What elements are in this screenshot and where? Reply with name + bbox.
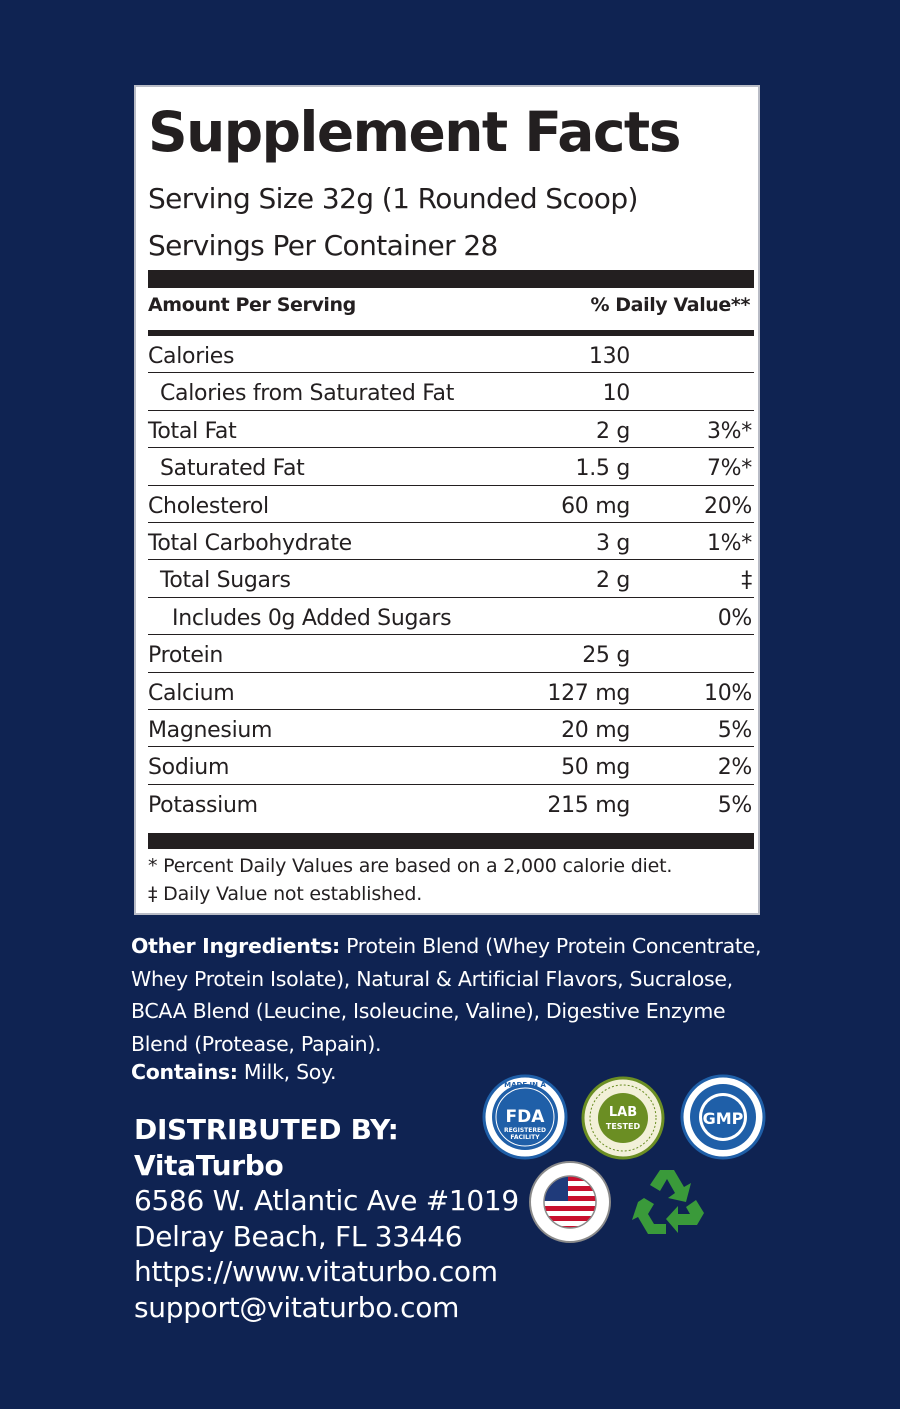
nutrient-amount: 2 g (595, 418, 630, 444)
nutrient-amount: 10 (602, 381, 631, 407)
nutrient-daily-value: ‡ (741, 568, 752, 594)
nutrient-amount: 130 (588, 344, 630, 369)
nutrient-name: Calcium (148, 680, 235, 706)
contains-allergens: Contains: Milk, Soy. (131, 1060, 336, 1084)
nutrient-name: Total Carbohydrate (148, 530, 352, 556)
nutrient-row: Calcium 127 mg 10% (148, 673, 754, 710)
nutrient-name: Saturated Fat (160, 456, 305, 482)
nutrient-daily-value: 7%* (706, 456, 752, 482)
thick-rule-bottom (148, 833, 754, 849)
contains-text: Milk, Soy. (237, 1060, 337, 1084)
nutrient-daily-value: 10% (704, 680, 752, 706)
nutrient-name: Total Sugars (160, 568, 291, 594)
nutrient-amount: 20 mg (561, 717, 630, 743)
nutrient-daily-value: 2% (717, 755, 753, 781)
other-ingredients: Other Ingredients: Protein Blend (Whey P… (131, 930, 781, 1060)
company-name: VitaTurbo (134, 1148, 284, 1182)
nutrient-daily-value: 5% (717, 792, 753, 818)
fda-registered-facility-icon: MADE IN A FDA REGISTERED FACILITY (482, 1074, 568, 1160)
lab-main2-text: TESTED (606, 1122, 641, 1131)
nutrient-row: Potassium 215 mg 5% (148, 785, 754, 822)
nutrient-daily-value: 5% (717, 717, 753, 743)
footnote-not-established: ‡ Daily Value not established. (148, 883, 423, 905)
nutrient-name: Calories (148, 344, 235, 369)
header-rule (148, 330, 754, 336)
amount-per-serving-header: Amount Per Serving (148, 294, 356, 316)
nutrient-amount: 2 g (595, 568, 630, 594)
nutrient-daily-value: 3%* (706, 418, 752, 444)
nutrient-row: Cholesterol 60 mg 20% (148, 486, 754, 523)
nutrient-amount: 50 mg (561, 755, 630, 781)
nutrient-daily-value: 0% (717, 605, 753, 631)
nutrient-amount: 3 g (595, 530, 630, 556)
nutrient-name: Sodium (148, 755, 230, 781)
other-ingredients-text: Protein Blend (Whey Protein Concentrate,… (131, 934, 762, 1056)
nutrient-row: Calories 130 (148, 336, 754, 374)
nutrient-name: Cholesterol (148, 493, 269, 519)
nutrient-name: Protein (148, 643, 224, 669)
nutrient-name: Calories from Saturated Fat (160, 381, 455, 407)
nutrient-name: Potassium (148, 792, 258, 818)
fda-sub1-text: REGISTERED (504, 1127, 546, 1134)
contains-label: Contains: (131, 1060, 238, 1084)
nutrient-table: Calories 130 Calories from Saturated Fat 10… (148, 336, 754, 822)
footnote-daily-values: * Percent Daily Values are based on a 2,… (148, 855, 673, 877)
nutrient-name: Includes 0g Added Sugars (172, 605, 452, 631)
nutrient-row: Protein 25 g (148, 635, 754, 673)
gmp-icon: GMP (680, 1074, 766, 1160)
nutrient-daily-value: 1%* (706, 530, 752, 556)
nutrient-row: Sodium 50 mg 2% (148, 747, 754, 785)
distributor-block: DISTRIBUTED BY: VitaTurbo 6586 W. Atlant… (134, 1112, 519, 1325)
servings-per-container: Servings Per Container 28 (148, 229, 498, 262)
nutrient-row: Total Fat 2 g 3%* (148, 411, 754, 449)
nutrient-amount: 1.5 g (575, 456, 631, 482)
made-in-usa-flag-icon (528, 1160, 612, 1244)
supplement-facts-panel: Supplement Facts Serving Size 32g (1 Rou… (134, 85, 760, 915)
nutrient-amount: 25 g (582, 643, 630, 669)
nutrient-amount: 127 mg (547, 680, 630, 706)
distributed-by-heading: DISTRIBUTED BY: (134, 1113, 399, 1146)
nutrient-amount: 215 mg (547, 792, 630, 818)
nutrient-daily-value: 20% (704, 493, 752, 519)
website-link[interactable]: https://www.vitaturbo.com (134, 1255, 498, 1288)
nutrient-row: Calories from Saturated Fat 10 (148, 373, 754, 411)
address-line-1: 6586 W. Atlantic Ave #1019 (134, 1184, 519, 1217)
nutrient-name: Magnesium (148, 717, 273, 743)
nutrient-amount: 60 mg (561, 493, 630, 519)
nutrient-name: Total Fat (148, 418, 237, 444)
nutrient-row: Magnesium 20 mg 5% (148, 710, 754, 748)
lab-tested-icon: LAB TESTED (581, 1076, 665, 1160)
nutrient-row: Total Carbohydrate 3 g 1%* (148, 523, 754, 561)
gmp-main-text: GMP (703, 1109, 744, 1128)
daily-value-header: % Daily Value** (590, 294, 750, 316)
nutrient-row: Total Sugars 2 g ‡ (148, 560, 754, 598)
serving-size: Serving Size 32g (1 Rounded Scoop) (148, 182, 638, 215)
lab-main1-text: LAB (609, 1105, 637, 1120)
fda-main-text: FDA (506, 1107, 546, 1127)
thick-rule-top (148, 270, 754, 288)
fda-top-text: MADE IN A (504, 1081, 546, 1089)
nutrient-row: Saturated Fat 1.5 g 7%* (148, 448, 754, 486)
email-link[interactable]: support@vitaturbo.com (134, 1290, 460, 1324)
address-line-2: Delray Beach, FL 33446 (134, 1219, 463, 1253)
panel-title: Supplement Facts (148, 100, 681, 164)
other-ingredients-label: Other Ingredients: (131, 934, 340, 958)
fda-sub2-text: FACILITY (510, 1134, 540, 1141)
recycle-icon (630, 1162, 712, 1242)
nutrient-row: Includes 0g Added Sugars 0% (148, 598, 754, 636)
